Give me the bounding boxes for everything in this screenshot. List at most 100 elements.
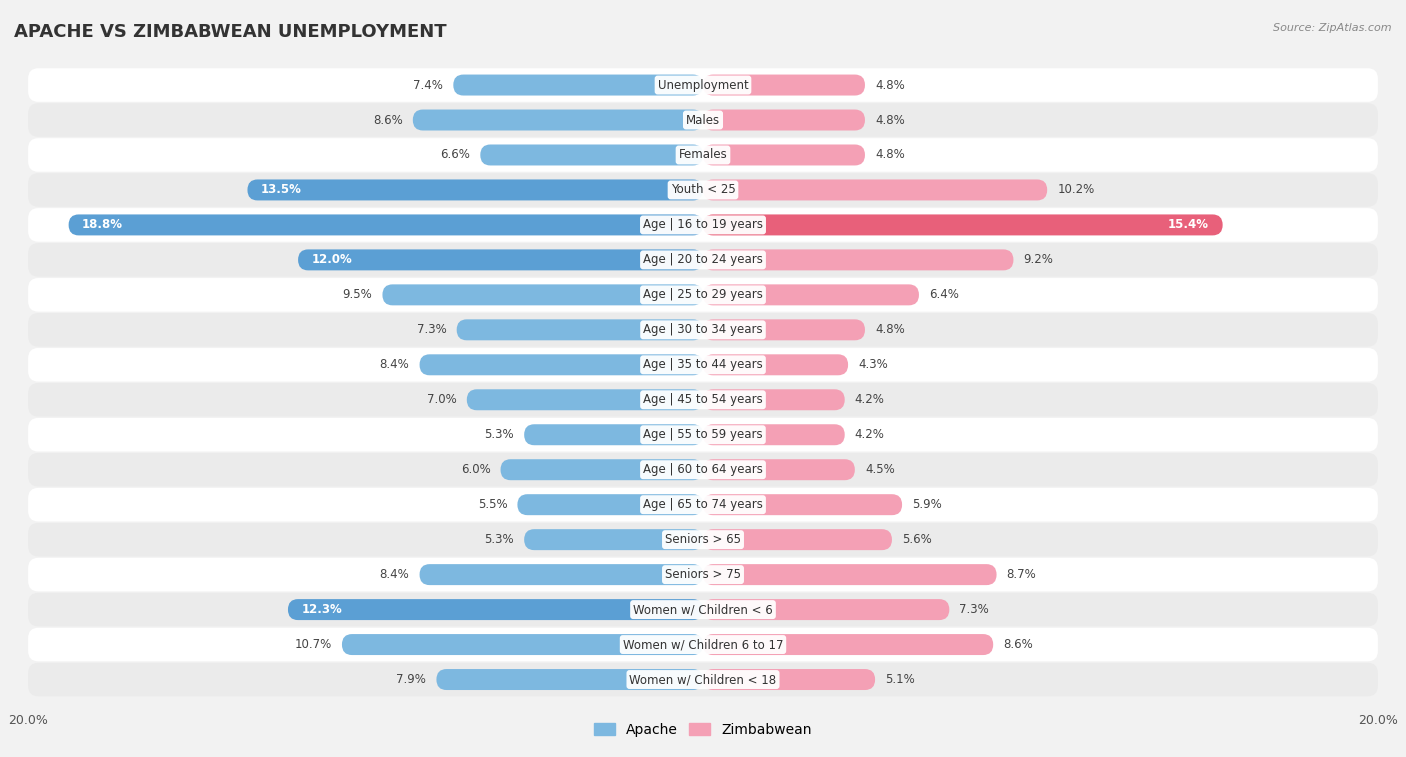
FancyBboxPatch shape <box>28 628 1378 662</box>
FancyBboxPatch shape <box>453 74 703 95</box>
FancyBboxPatch shape <box>28 103 1378 137</box>
Text: 15.4%: 15.4% <box>1168 219 1209 232</box>
Text: 8.6%: 8.6% <box>373 114 402 126</box>
FancyBboxPatch shape <box>524 529 703 550</box>
Text: 8.4%: 8.4% <box>380 568 409 581</box>
Text: Age | 35 to 44 years: Age | 35 to 44 years <box>643 358 763 371</box>
Text: 5.9%: 5.9% <box>912 498 942 511</box>
FancyBboxPatch shape <box>436 669 703 690</box>
Text: Age | 30 to 34 years: Age | 30 to 34 years <box>643 323 763 336</box>
FancyBboxPatch shape <box>28 453 1378 487</box>
Text: 8.7%: 8.7% <box>1007 568 1036 581</box>
FancyBboxPatch shape <box>481 145 703 166</box>
FancyBboxPatch shape <box>703 529 891 550</box>
FancyBboxPatch shape <box>382 285 703 305</box>
Text: 4.2%: 4.2% <box>855 394 884 407</box>
Text: Women w/ Children 6 to 17: Women w/ Children 6 to 17 <box>623 638 783 651</box>
FancyBboxPatch shape <box>703 459 855 480</box>
Text: Seniors > 65: Seniors > 65 <box>665 533 741 546</box>
FancyBboxPatch shape <box>703 354 848 375</box>
FancyBboxPatch shape <box>703 599 949 620</box>
FancyBboxPatch shape <box>703 249 1014 270</box>
Text: 7.3%: 7.3% <box>416 323 447 336</box>
Text: 7.9%: 7.9% <box>396 673 426 686</box>
Text: Age | 60 to 64 years: Age | 60 to 64 years <box>643 463 763 476</box>
Text: 9.2%: 9.2% <box>1024 254 1053 266</box>
FancyBboxPatch shape <box>298 249 703 270</box>
Text: Females: Females <box>679 148 727 161</box>
FancyBboxPatch shape <box>247 179 703 201</box>
Text: Unemployment: Unemployment <box>658 79 748 92</box>
Text: 4.8%: 4.8% <box>875 114 905 126</box>
Text: Age | 55 to 59 years: Age | 55 to 59 years <box>643 428 763 441</box>
Text: 4.3%: 4.3% <box>858 358 889 371</box>
Text: 5.5%: 5.5% <box>478 498 508 511</box>
Text: 6.4%: 6.4% <box>929 288 959 301</box>
FancyBboxPatch shape <box>703 424 845 445</box>
Text: 10.2%: 10.2% <box>1057 183 1094 197</box>
FancyBboxPatch shape <box>28 243 1378 276</box>
FancyBboxPatch shape <box>467 389 703 410</box>
FancyBboxPatch shape <box>28 558 1378 591</box>
FancyBboxPatch shape <box>28 278 1378 312</box>
FancyBboxPatch shape <box>501 459 703 480</box>
Text: 7.0%: 7.0% <box>427 394 457 407</box>
Text: 10.7%: 10.7% <box>295 638 332 651</box>
Text: 6.6%: 6.6% <box>440 148 470 161</box>
Text: Seniors > 75: Seniors > 75 <box>665 568 741 581</box>
Text: 7.3%: 7.3% <box>959 603 990 616</box>
FancyBboxPatch shape <box>28 662 1378 696</box>
Text: 13.5%: 13.5% <box>262 183 302 197</box>
FancyBboxPatch shape <box>703 74 865 95</box>
Text: 5.1%: 5.1% <box>886 673 915 686</box>
Text: 9.5%: 9.5% <box>343 288 373 301</box>
Text: 4.8%: 4.8% <box>875 323 905 336</box>
FancyBboxPatch shape <box>703 634 993 655</box>
FancyBboxPatch shape <box>419 354 703 375</box>
FancyBboxPatch shape <box>69 214 703 235</box>
FancyBboxPatch shape <box>413 110 703 130</box>
Text: Source: ZipAtlas.com: Source: ZipAtlas.com <box>1274 23 1392 33</box>
Text: Women w/ Children < 18: Women w/ Children < 18 <box>630 673 776 686</box>
Text: 12.3%: 12.3% <box>301 603 342 616</box>
Legend: Apache, Zimbabwean: Apache, Zimbabwean <box>589 717 817 742</box>
Text: Age | 65 to 74 years: Age | 65 to 74 years <box>643 498 763 511</box>
FancyBboxPatch shape <box>28 418 1378 451</box>
FancyBboxPatch shape <box>703 389 845 410</box>
Text: Males: Males <box>686 114 720 126</box>
Text: 5.6%: 5.6% <box>903 533 932 546</box>
FancyBboxPatch shape <box>28 208 1378 241</box>
Text: 5.3%: 5.3% <box>485 533 515 546</box>
FancyBboxPatch shape <box>524 424 703 445</box>
Text: Women w/ Children < 6: Women w/ Children < 6 <box>633 603 773 616</box>
Text: 4.8%: 4.8% <box>875 148 905 161</box>
FancyBboxPatch shape <box>703 564 997 585</box>
FancyBboxPatch shape <box>28 488 1378 522</box>
FancyBboxPatch shape <box>28 523 1378 556</box>
Text: 5.3%: 5.3% <box>485 428 515 441</box>
FancyBboxPatch shape <box>517 494 703 516</box>
Text: 4.2%: 4.2% <box>855 428 884 441</box>
Text: 8.6%: 8.6% <box>1004 638 1033 651</box>
Text: 18.8%: 18.8% <box>82 219 124 232</box>
FancyBboxPatch shape <box>703 494 903 516</box>
FancyBboxPatch shape <box>703 145 865 166</box>
Text: 12.0%: 12.0% <box>312 254 353 266</box>
Text: Youth < 25: Youth < 25 <box>671 183 735 197</box>
Text: 8.4%: 8.4% <box>380 358 409 371</box>
FancyBboxPatch shape <box>28 348 1378 382</box>
FancyBboxPatch shape <box>703 214 1223 235</box>
FancyBboxPatch shape <box>703 285 920 305</box>
FancyBboxPatch shape <box>28 593 1378 626</box>
Text: 7.4%: 7.4% <box>413 79 443 92</box>
Text: Age | 16 to 19 years: Age | 16 to 19 years <box>643 219 763 232</box>
Text: Age | 20 to 24 years: Age | 20 to 24 years <box>643 254 763 266</box>
FancyBboxPatch shape <box>703 319 865 341</box>
FancyBboxPatch shape <box>457 319 703 341</box>
Text: Age | 45 to 54 years: Age | 45 to 54 years <box>643 394 763 407</box>
FancyBboxPatch shape <box>28 173 1378 207</box>
Text: 4.8%: 4.8% <box>875 79 905 92</box>
Text: 6.0%: 6.0% <box>461 463 491 476</box>
FancyBboxPatch shape <box>419 564 703 585</box>
FancyBboxPatch shape <box>703 110 865 130</box>
